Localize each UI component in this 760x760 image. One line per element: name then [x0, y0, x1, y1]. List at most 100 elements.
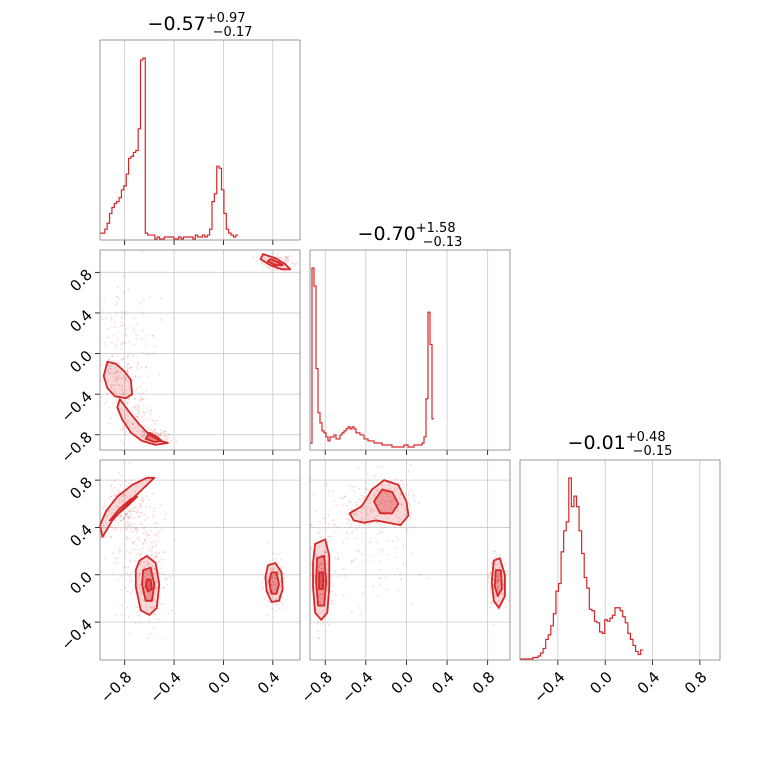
scatter-point — [320, 568, 322, 571]
scatter-point — [407, 502, 410, 505]
scatter-point — [385, 514, 387, 517]
scatter-point — [134, 398, 136, 400]
scatter-point — [116, 286, 119, 289]
scatter-point — [152, 438, 155, 440]
scatter-point — [376, 514, 379, 517]
scatter-point — [375, 488, 378, 491]
scatter-point — [399, 517, 401, 520]
scatter-point — [142, 532, 145, 534]
scatter-point — [119, 550, 122, 553]
scatter-point — [153, 613, 156, 616]
scatter-point — [143, 513, 146, 516]
scatter-point — [269, 560, 271, 563]
scatter-point — [134, 397, 137, 400]
scatter-point — [142, 500, 144, 502]
scatter-point — [331, 490, 334, 493]
scatter-point — [125, 389, 128, 391]
scatter-point — [502, 593, 504, 595]
scatter-point — [116, 384, 119, 386]
scatter-point — [360, 511, 363, 514]
scatter-point — [126, 508, 129, 510]
scatter-point — [400, 579, 403, 581]
scatter-point — [278, 257, 281, 260]
scatter-point — [130, 508, 133, 511]
scatter-point — [157, 552, 160, 555]
scatter-point — [140, 498, 143, 501]
scatter-point — [114, 519, 117, 522]
scatter-point — [146, 427, 149, 430]
scatter-point — [158, 572, 161, 574]
scatter-point — [130, 366, 132, 369]
scatter-point — [155, 433, 158, 436]
scatter-point — [398, 520, 401, 523]
scatter-point — [119, 491, 121, 493]
scatter-point — [146, 417, 148, 420]
scatter-point — [346, 518, 348, 520]
panel-p0-vs-p2-contour-5 — [264, 562, 284, 603]
scatter-point — [153, 567, 156, 570]
scatter-point — [124, 431, 127, 433]
scatter-point — [143, 561, 146, 564]
scatter-point — [262, 586, 264, 589]
scatter-point — [121, 384, 124, 387]
scatter-point — [322, 517, 325, 520]
scatter-point — [321, 567, 323, 570]
scatter-point — [122, 519, 124, 521]
scatter-point — [502, 575, 505, 578]
scatter-point — [131, 423, 134, 425]
scatter-point — [146, 560, 149, 563]
scatter-point — [276, 255, 279, 258]
scatter-point — [127, 400, 130, 403]
scatter-point — [105, 344, 107, 347]
scatter-point — [333, 524, 336, 527]
scatter-point — [490, 602, 492, 604]
scatter-point — [271, 576, 273, 579]
scatter-point — [132, 343, 135, 346]
scatter-point — [332, 519, 334, 522]
scatter-point — [319, 600, 321, 602]
scatter-point — [316, 623, 319, 625]
scatter-point — [103, 536, 106, 539]
scatter-point — [488, 577, 490, 580]
scatter-point — [138, 575, 141, 578]
scatter-point — [140, 505, 143, 508]
scatter-point — [127, 566, 130, 568]
scatter-point — [291, 262, 293, 265]
scatter-point — [333, 500, 336, 502]
scatter-point — [275, 577, 278, 580]
scatter-point — [361, 519, 364, 522]
scatter-point — [151, 353, 153, 355]
scatter-point — [124, 494, 127, 497]
scatter-point — [360, 553, 363, 556]
scatter-point — [136, 416, 139, 418]
scatter-point — [127, 515, 130, 518]
scatter-point — [497, 576, 500, 578]
scatter-point — [148, 549, 150, 552]
scatter-point — [272, 251, 275, 253]
scatter-point — [125, 434, 127, 437]
scatter-point — [391, 500, 394, 503]
scatter-point — [363, 507, 365, 510]
scatter-point — [136, 606, 138, 609]
scatter-point — [120, 515, 122, 518]
scatter-point — [115, 494, 118, 496]
scatter-point — [136, 510, 139, 513]
scatter-point — [391, 503, 394, 506]
scatter-point — [122, 517, 124, 520]
scatter-point — [275, 610, 277, 613]
scatter-point — [320, 536, 323, 539]
scatter-point — [148, 620, 151, 622]
scatter-point — [154, 568, 157, 570]
scatter-point — [128, 573, 131, 576]
scatter-point — [330, 535, 332, 538]
panel-p0-vs-p1-contour-4 — [266, 258, 284, 267]
scatter-point — [388, 507, 391, 510]
scatter-point — [320, 602, 323, 604]
scatter-point — [132, 510, 135, 512]
y-tick-label-1-4: 0.8 — [66, 266, 96, 296]
scatter-point — [280, 558, 283, 561]
scatter-point — [154, 428, 156, 430]
scatter-point — [123, 341, 126, 344]
scatter-point — [316, 555, 318, 557]
scatter-point — [111, 512, 113, 514]
